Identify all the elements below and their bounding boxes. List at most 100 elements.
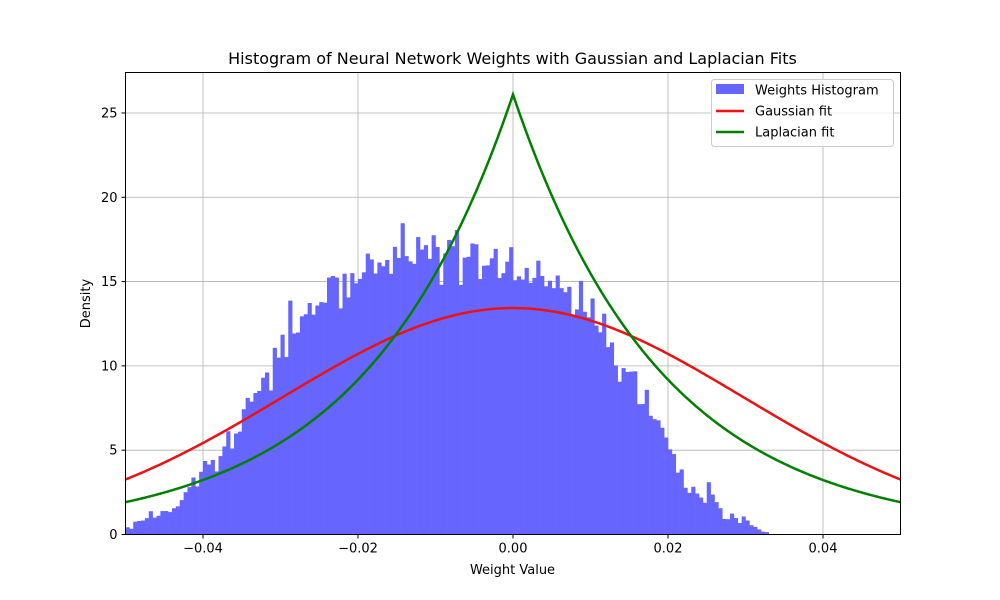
histogram-bar (148, 511, 153, 535)
histogram-bar (311, 314, 316, 535)
legend: Weights Histogram Gaussian fit Laplacian… (711, 79, 894, 147)
y-tick-label: 25 (101, 106, 118, 121)
x-tick-label: −0.04 (183, 542, 223, 557)
y-axis-label: Density (79, 278, 94, 328)
histogram-bar (745, 520, 750, 535)
histogram-bar (687, 492, 692, 535)
histogram-bar (408, 261, 413, 535)
histogram-bar (551, 288, 556, 535)
histogram-bar (637, 404, 642, 535)
histogram-bar (613, 365, 618, 535)
histogram-bar (218, 456, 223, 535)
histogram-bar (567, 286, 572, 535)
histogram-bar (474, 244, 479, 535)
histogram-bar (470, 243, 475, 535)
histogram-bar (485, 265, 491, 535)
histogram-bar (606, 347, 611, 535)
histogram-bar (195, 486, 200, 535)
histogram-bar (423, 245, 429, 535)
histogram-bar (652, 419, 657, 535)
histogram-bar (296, 332, 301, 535)
histogram-bar (466, 256, 471, 535)
histogram-bar (280, 334, 285, 535)
histogram-bar (268, 390, 274, 535)
histogram-bar (187, 487, 192, 535)
histogram-bar (609, 342, 615, 535)
histogram-bar (439, 284, 444, 535)
histogram-bar (447, 239, 452, 535)
histogram-bar (683, 487, 688, 535)
histogram-bar (524, 267, 529, 535)
histogram-bar (489, 258, 494, 535)
histogram-bar (695, 493, 700, 535)
histogram-bar (679, 469, 684, 535)
histogram-bar (183, 492, 188, 535)
histogram-bar (602, 313, 607, 535)
histogram-bar (389, 273, 394, 535)
histogram-bar (621, 368, 626, 535)
histogram-bar (261, 377, 266, 535)
histogram-bar (675, 472, 680, 535)
histogram-bar (559, 288, 564, 535)
histogram-bar (346, 297, 351, 535)
histogram-bar (334, 277, 339, 535)
histogram-bars (125, 223, 770, 535)
histogram-bar (575, 309, 580, 535)
histogram-bar (129, 528, 134, 535)
histogram-bar (516, 276, 522, 535)
histogram-bar (307, 302, 312, 535)
histogram-bar (420, 249, 425, 535)
histogram-bar (497, 278, 502, 535)
histogram-bar (764, 532, 770, 535)
histogram-bar (416, 237, 421, 535)
histogram-bar (431, 235, 436, 535)
histogram-bar (245, 397, 250, 535)
histogram-bar (528, 282, 533, 535)
histogram-bar (354, 283, 359, 535)
histogram-bar (137, 521, 142, 535)
laplacian-fit-line (125, 90, 901, 504)
histogram-bar (478, 279, 483, 535)
histogram-bar (168, 512, 173, 535)
histogram-bar (671, 454, 677, 535)
histogram-bar (152, 517, 157, 535)
histogram-bar (458, 284, 463, 535)
histogram-bar (299, 316, 305, 535)
histogram-bar (555, 275, 560, 535)
histogram-bar (644, 389, 649, 535)
histogram-bar (726, 519, 731, 535)
histogram-bar (400, 223, 405, 535)
histogram-bar (272, 347, 277, 535)
fit-curves (125, 90, 901, 504)
y-tick-label: 20 (101, 191, 118, 206)
histogram-bar (598, 332, 603, 535)
histogram-bar (629, 371, 634, 535)
histogram-bar (648, 415, 653, 535)
histogram-bar (369, 259, 374, 535)
histogram-bar (210, 459, 215, 535)
histogram-bar (377, 262, 382, 535)
histogram-bar (160, 511, 165, 535)
histogram-bar (350, 273, 355, 535)
histogram-bar (179, 500, 184, 535)
legend-box (711, 79, 894, 147)
histogram-bar (392, 246, 398, 535)
histogram-bar (493, 248, 498, 535)
histogram-bar (462, 257, 467, 535)
histogram-bar (520, 279, 525, 535)
histogram-bar (482, 265, 487, 535)
histogram-bar (656, 420, 661, 535)
histogram-bar (342, 273, 347, 535)
histogram-bar (257, 391, 262, 535)
y-tick-label: 15 (101, 275, 118, 290)
histogram-bar (164, 511, 169, 535)
histogram-bar (323, 302, 328, 535)
histogram-bar (586, 317, 591, 535)
histogram-bar (660, 427, 665, 535)
x-axis-label: Weight Value (470, 563, 555, 578)
histogram-bar (381, 266, 386, 535)
histogram-bar (199, 471, 204, 535)
histogram-bar (288, 300, 293, 535)
histogram-bar (237, 431, 243, 535)
histogram-bar (691, 486, 696, 535)
